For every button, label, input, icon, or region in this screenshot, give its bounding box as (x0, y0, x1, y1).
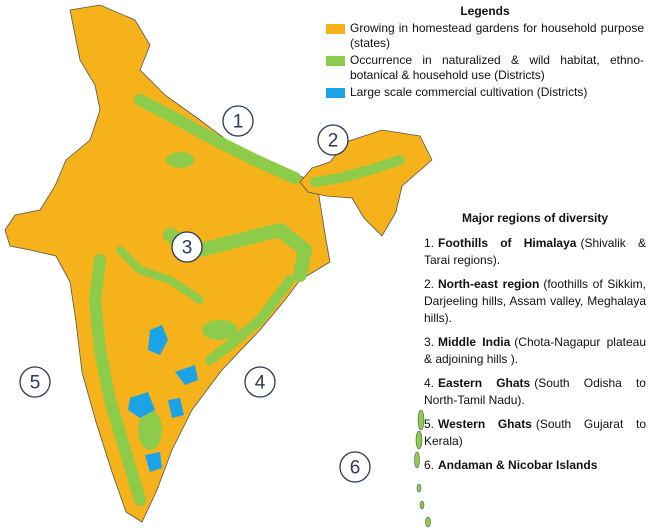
region-marker: 3 (171, 231, 203, 263)
marker-label: 4 (255, 373, 266, 394)
commercial-cultivation (128, 325, 198, 472)
legend-swatch (326, 24, 345, 34)
region-detail: (Chota-Nagapur plateau & adjoining hills… (424, 335, 646, 366)
marker-label: 5 (30, 373, 41, 394)
legend-swatch (326, 88, 345, 98)
legend-label: Large scale commercial cultivation (Dist… (350, 85, 588, 99)
region-marker: 5 (19, 366, 51, 398)
marker-label: 6 (350, 458, 361, 479)
legend-swatch (326, 56, 345, 66)
marker-circle (171, 231, 203, 263)
marker-label: 2 (328, 131, 339, 152)
marker-label: 3 (182, 238, 193, 259)
region-number: 1. (424, 236, 435, 250)
marker-label: 1 (233, 112, 244, 133)
marker-circle (339, 451, 371, 483)
legend-item: Growing in homestead gardens for househo… (326, 21, 644, 51)
region-item: 1. Foothills of Himalaya (Shivalik & Tarai… (424, 235, 646, 269)
mainland (4, 4, 331, 523)
marker-circle (244, 366, 276, 398)
region-name: Andaman & Nicobar Islands (438, 458, 598, 472)
region-item: 5. Western Ghats (South Gujarat to Kerala) (424, 416, 646, 450)
regions-panel: Major regions of diversity 1. Foothills o… (424, 210, 646, 481)
region-items: 1. Foothills of Himalaya (Shivalik & Tarai… (424, 235, 646, 474)
region-name: Middle India (438, 335, 511, 349)
andaman-islands (414, 409, 431, 528)
region-marker: 2 (317, 124, 349, 156)
legend: Legends Growing in homestead gardens for… (326, 4, 644, 102)
legend-label: Growing in homestead gardens for househo… (350, 21, 644, 50)
region-number: 6. (424, 458, 435, 472)
region-item: 2. North-east region (foothills of Sikkim,… (424, 276, 646, 327)
regions-title: Major regions of diversity (461, 211, 609, 225)
marker-circle (317, 124, 349, 156)
legend-label: Occurrence in naturalized & wild habitat… (350, 53, 644, 82)
region-detail: (South Odisha to North-Tamil Nadu). (424, 376, 646, 407)
legend-item: Occurrence in naturalized & wild habitat… (326, 53, 644, 83)
region-name: Foothills of Himalaya (438, 236, 577, 250)
region-number: 2. (424, 277, 435, 291)
region-item: 3. Middle India (Chota-Nagapur plateau & a… (424, 334, 646, 368)
region-number: 5. (424, 417, 435, 431)
region-item: 4. Eastern Ghats (South Odisha to North-Ta… (424, 375, 646, 409)
region-marker: 4 (244, 366, 276, 398)
region-marker: 6 (339, 451, 371, 483)
region-number: 4. (424, 376, 435, 390)
region-detail: (Shivalik & Tarai regions). (424, 236, 647, 267)
legend-items: Growing in homestead gardens for househo… (326, 21, 644, 100)
region-name: North-east region (438, 277, 540, 291)
region-markers: 1 2 3 4 5 6 (19, 105, 371, 483)
legend-title: Legends (460, 4, 510, 18)
marker-circle (19, 366, 51, 398)
region-detail: (South Gujarat to Kerala) (424, 417, 646, 448)
region-number: 3. (424, 335, 435, 349)
legend-item: Large scale commercial cultivation (Dist… (326, 85, 644, 100)
region-detail: (foothills of Sikkim, Darjeeling hills, … (424, 277, 646, 325)
region-marker: 1 (222, 105, 254, 137)
region-name: Eastern Ghats (438, 376, 531, 390)
marker-circle (222, 105, 254, 137)
region-name: Western Ghats (438, 417, 532, 431)
region-item: 6. Andaman & Nicobar Islands (424, 457, 646, 474)
